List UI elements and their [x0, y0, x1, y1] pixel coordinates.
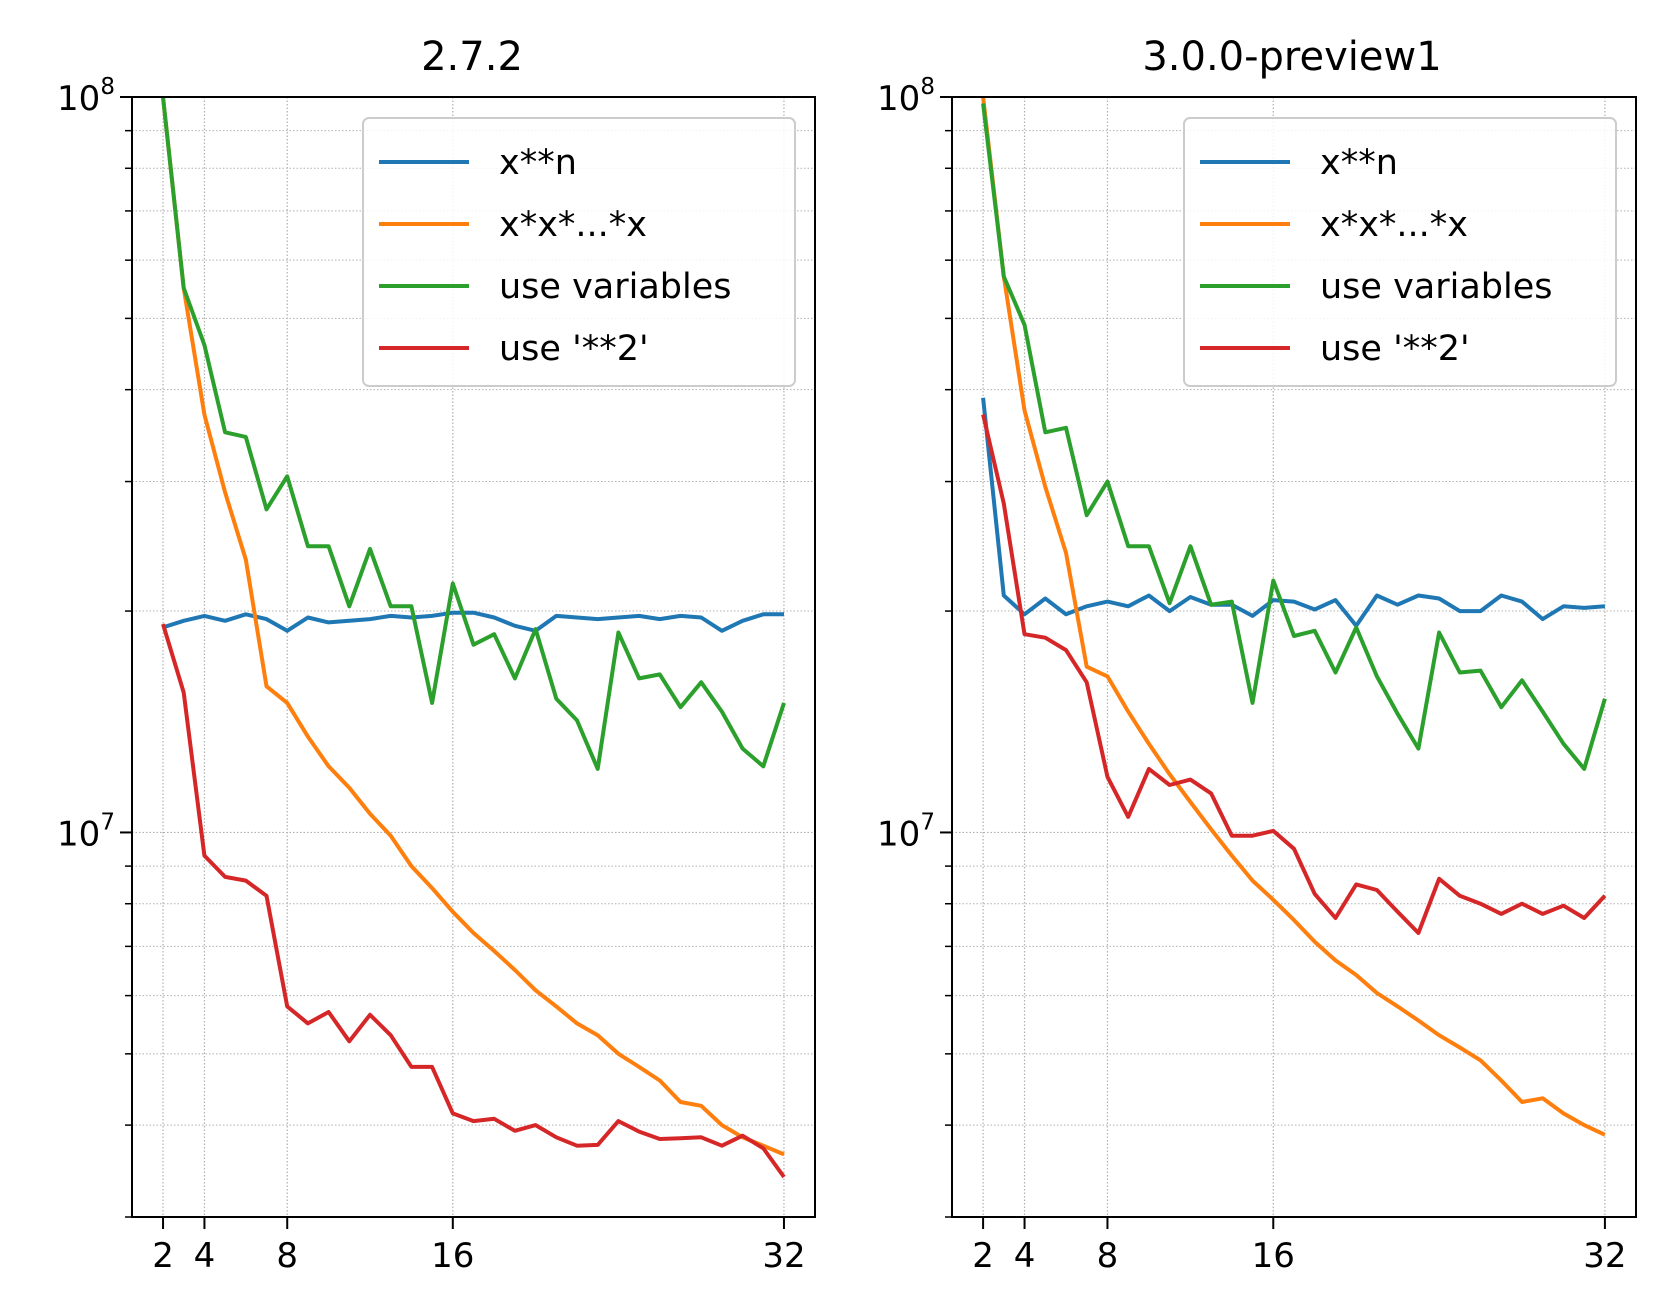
legend-label: x**n	[1320, 143, 1398, 183]
x-tick-label: 8	[1097, 1236, 1119, 1276]
x-tick-label: 4	[194, 1236, 216, 1276]
x-tick-label: 4	[1014, 1236, 1036, 1276]
plot-frame	[951, 96, 1637, 1218]
x-tick-label: 2	[152, 1236, 174, 1276]
series-line-x-x-x	[161, 97, 785, 1157]
chart-title: 3.0.0-preview1	[1142, 34, 1441, 80]
series-line-x-x-x	[981, 97, 1606, 1137]
y-tick-label: 108	[877, 74, 935, 119]
x-tick-label: 16	[431, 1236, 474, 1276]
series-line-use-2	[981, 414, 1607, 935]
legend-label: x*x*...*x	[1320, 205, 1468, 245]
y-tick-label: 107	[877, 809, 935, 854]
legend-label: use '**2'	[499, 329, 649, 369]
x-tick-label: 32	[762, 1236, 805, 1276]
legend-label: x*x*...*x	[499, 205, 647, 245]
legend-box	[1183, 117, 1617, 387]
legend-label: use '**2'	[1320, 329, 1470, 369]
x-tick-label: 2	[972, 1236, 994, 1276]
chart-panel-right: 3.0.0-preview1 107 108 2 4 8 16 32 x**n x*x*...…	[877, 34, 1637, 1276]
series-line-use-2	[161, 623, 786, 1179]
series-line-x-n	[981, 397, 1606, 628]
series-line-x-n	[162, 610, 784, 633]
y-tick-label: 108	[57, 74, 115, 119]
legend-label: use variables	[1320, 267, 1553, 307]
legend-box	[362, 117, 796, 387]
series-line-use-variables	[981, 103, 1607, 771]
x-tick-label: 32	[1583, 1236, 1626, 1276]
y-tick-label: 107	[57, 809, 115, 854]
x-tick-label: 16	[1252, 1236, 1295, 1276]
plot-frame	[131, 96, 816, 1218]
series-line-use-variables	[161, 97, 786, 771]
legend-label: x**n	[499, 143, 577, 183]
legend-label: use variables	[499, 267, 732, 307]
x-tick-label: 8	[276, 1236, 298, 1276]
chart-panel-left: 2.7.2 107 108 2 4 8 16 32 x**n x*x*...*x use var…	[57, 34, 816, 1276]
chart-title: 2.7.2	[421, 34, 523, 80]
